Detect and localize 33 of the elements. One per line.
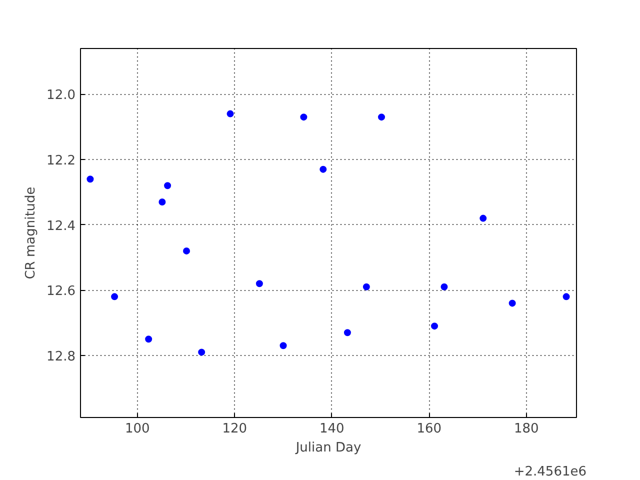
point <box>320 166 327 173</box>
point <box>300 114 308 121</box>
point <box>562 293 570 300</box>
y-tick-label: 12.8 <box>46 349 76 364</box>
y-tick-label: 12.2 <box>46 154 76 169</box>
point <box>145 336 152 343</box>
point <box>198 348 206 356</box>
x-tick-label: 160 <box>416 422 442 436</box>
text: +2.4561e6 <box>514 464 587 480</box>
point <box>280 342 287 350</box>
point <box>508 300 516 307</box>
x-tick-label: 100 <box>124 422 150 436</box>
point <box>256 280 263 288</box>
x-axis-title: Julian Day <box>294 440 362 456</box>
point <box>440 283 448 290</box>
y-tick-label: 12.0 <box>46 88 76 104</box>
point <box>431 322 438 330</box>
point <box>344 329 351 336</box>
y-tick-label: 12.6 <box>46 284 76 300</box>
point <box>362 283 370 290</box>
y-tick-label: 12.4 <box>46 218 76 234</box>
x-tick-label: 120 <box>222 422 248 436</box>
point <box>86 176 94 183</box>
point <box>183 247 190 254</box>
point <box>480 214 487 222</box>
x-tick-label: 180 <box>514 422 539 436</box>
point <box>111 293 118 300</box>
y-axis-title: CR magnitude <box>24 186 39 280</box>
point <box>158 198 166 206</box>
point <box>378 114 386 121</box>
point <box>226 110 234 118</box>
x-tick-label: 140 <box>319 422 344 436</box>
point <box>164 182 172 190</box>
